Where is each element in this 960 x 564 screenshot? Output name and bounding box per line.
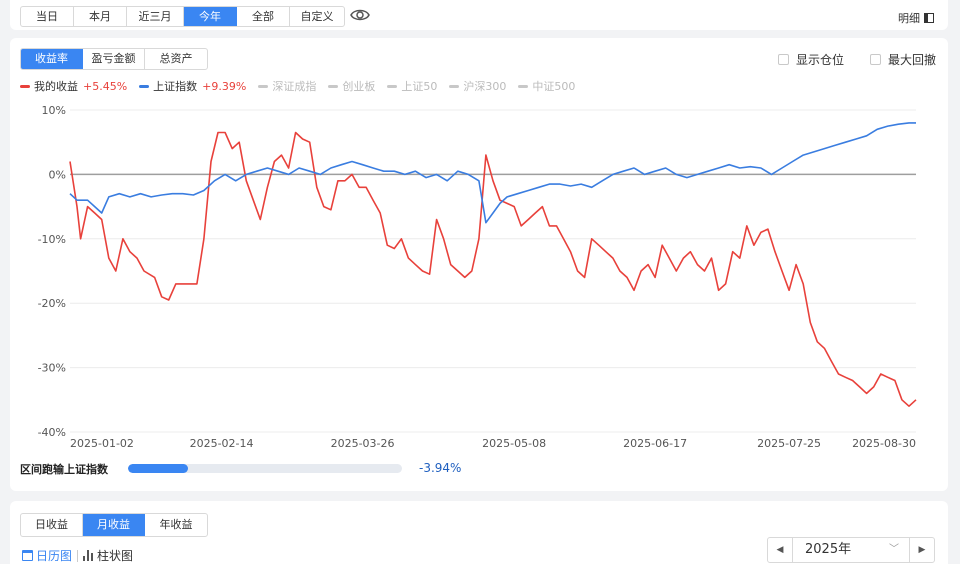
legend-item-6[interactable]: 中证500 <box>518 78 575 94</box>
legend-item-0[interactable]: 我的收益 +5.45% <box>20 78 127 94</box>
legend-swatch <box>328 84 339 88</box>
legend-value: +5.45% <box>83 79 128 93</box>
legend-name: 上证指数 <box>153 80 198 93</box>
legend-swatch <box>387 84 398 88</box>
chart-legend: 我的收益 +5.45% 上证指数 +9.39% 深证成指 创业板 上证50 沪深300 中证50… <box>20 78 587 94</box>
eye-icon[interactable] <box>350 7 370 23</box>
chart-mode-selector: 收益率 盈亏金额 总资产 <box>20 48 208 70</box>
x-tick-label: 2025-06-17 <box>623 437 687 450</box>
year-select[interactable]: 2025年 ﹀ <box>792 538 910 562</box>
x-tick-label: 2025-05-08 <box>482 437 546 450</box>
legend-swatch <box>449 84 460 88</box>
tab-calendar-label: 日历图 <box>36 549 73 563</box>
legend-swatch <box>20 84 30 88</box>
checkbox-box <box>870 54 881 65</box>
checkbox-label: 显示仓位 <box>796 53 845 67</box>
checkbox-box <box>778 54 789 65</box>
x-tick-label: 2025-02-14 <box>190 437 254 450</box>
legend-item-4[interactable]: 上证50 <box>387 78 437 94</box>
detail-label: 明细 <box>898 12 920 25</box>
x-tick-label: 2025-03-26 <box>331 437 395 450</box>
returns-line-chart: 10% 0% -10% -20% -30% -40% 2025-01-02 2025-02-1… <box>38 104 917 450</box>
panel-icon <box>924 13 934 23</box>
x-tick-label: 2025-08-30 <box>852 437 916 450</box>
legend-name: 创业板 <box>342 80 376 93</box>
periodic-returns-card: 日收益 月收益 年收益 日历图 柱状图 ◀ 2025年 ﹀ ▶ <box>10 501 948 564</box>
legend-name: 深证成指 <box>272 80 317 93</box>
next-year-button[interactable]: ▶ <box>918 545 926 555</box>
checkbox-label: 最大回撤 <box>888 53 937 67</box>
return-mode-selector: 日收益 月收益 年收益 <box>20 513 208 537</box>
chevron-down-icon: ﹀ <box>889 544 899 555</box>
x-tick-label: 2025-01-02 <box>70 437 134 450</box>
period-tab-4[interactable]: 全部 <box>237 7 290 26</box>
benchmark-progress-fill <box>128 464 189 473</box>
period-tab-1[interactable]: 本月 <box>74 7 127 26</box>
legend-swatch <box>258 84 269 88</box>
period-tab-2[interactable]: 近三月 <box>127 7 184 26</box>
returns-chart-card: 收益率 盈亏金额 总资产 显示仓位 最大回撤 我的收益 +5.45% 上证指数 +9.39… <box>10 38 948 491</box>
return-mode-tab-1[interactable]: 月收益 <box>83 514 145 536</box>
x-tick-label: 2025-07-25 <box>757 437 821 450</box>
return-mode-tab-2[interactable]: 年收益 <box>159 518 193 531</box>
legend-value: +9.39% <box>202 79 247 93</box>
benchmark-value: -3.94% <box>419 461 462 475</box>
max-drawdown-checkbox[interactable]: 最大回撤 <box>870 51 936 68</box>
y-tick-label: 10% <box>42 104 66 117</box>
calendar-icon <box>22 550 33 561</box>
legend-name: 中证500 <box>532 80 576 93</box>
period-tab-3[interactable]: 今年 <box>184 7 237 26</box>
y-tick-label: -30% <box>38 362 66 375</box>
y-tick-label: -20% <box>38 297 66 310</box>
legend-swatch <box>139 84 150 88</box>
y-tick-label: 0% <box>49 168 66 181</box>
legend-name: 我的收益 <box>34 80 78 93</box>
legend-name: 上证50 <box>401 80 438 93</box>
period-selector: 当日 本月 近三月 今年 全部 自定义 <box>20 6 345 27</box>
y-tick-label: -10% <box>38 233 66 246</box>
show-position-checkbox[interactable]: 显示仓位 <box>778 51 844 68</box>
period-toolbar: 当日 本月 近三月 今年 全部 自定义 明细 <box>10 0 948 30</box>
legend-item-5[interactable]: 沪深300 <box>449 78 506 94</box>
tab-bar-chart-label: 柱状图 <box>97 549 134 563</box>
bar-chart-icon <box>83 550 94 561</box>
tab-bar-chart[interactable]: 柱状图 <box>83 547 133 564</box>
year-value: 2025年 <box>805 542 852 557</box>
period-tab-5[interactable]: 自定义 <box>300 10 334 23</box>
legend-item-1[interactable]: 上证指数 +9.39% <box>139 78 246 94</box>
prev-year-button[interactable]: ◀ <box>776 545 784 555</box>
period-tab-0[interactable]: 当日 <box>21 7 74 26</box>
chart-mode-tab-0[interactable]: 收益率 <box>21 49 83 69</box>
series-line-0 <box>69 131 917 407</box>
year-navigator: ◀ 2025年 ﹀ ▶ <box>767 537 935 563</box>
tab-calendar[interactable]: 日历图 <box>22 547 72 564</box>
chart-mode-tab-2[interactable]: 总资产 <box>159 52 193 65</box>
legend-item-3[interactable]: 创业板 <box>328 78 375 94</box>
view-tabs: 日历图 柱状图 <box>22 547 133 564</box>
legend-name: 沪深300 <box>463 80 507 93</box>
detail-toggle[interactable]: 明细 <box>898 10 934 26</box>
y-tick-label: -40% <box>38 426 66 439</box>
chart-mode-tab-1[interactable]: 盈亏金额 <box>83 49 145 69</box>
series-line-1 <box>69 122 916 224</box>
legend-swatch <box>518 84 529 88</box>
benchmark-label: 区间跑输上证指数 <box>20 463 108 476</box>
benchmark-progress-track <box>128 464 402 473</box>
tab-divider <box>77 549 79 562</box>
legend-item-2[interactable]: 深证成指 <box>258 78 316 94</box>
return-mode-tab-0[interactable]: 日收益 <box>21 514 83 536</box>
